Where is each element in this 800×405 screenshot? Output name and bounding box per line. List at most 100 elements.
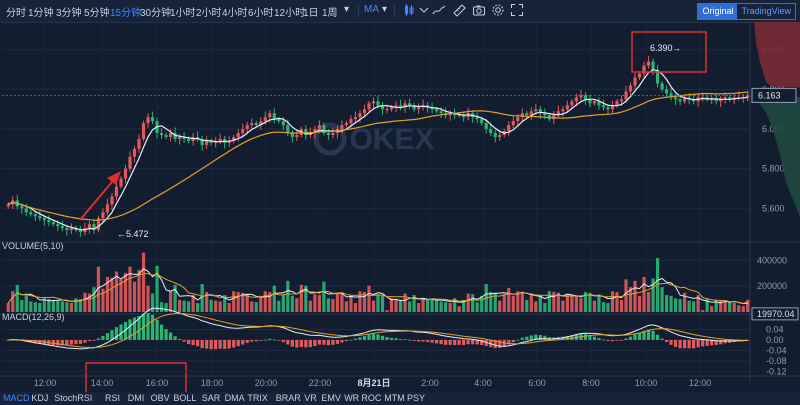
indicator-tab-roc[interactable]: ROC [361,393,382,403]
indicator-select[interactable]: MA [364,4,379,15]
macd-bar [295,339,299,348]
volume-bar [714,299,718,312]
candle-body [385,109,389,111]
macd-bar [421,339,425,342]
volume-bar [178,299,182,312]
chevron-down-icon[interactable] [417,3,431,17]
volume-bar [92,287,96,312]
macd-bar [651,330,655,340]
volume-bar [349,295,353,312]
macd-bar [637,332,642,340]
macd-bar [683,339,687,349]
volume-bar [340,293,344,312]
ruler-icon[interactable] [452,3,466,17]
indicator-tab-dma[interactable]: DMA [224,393,245,403]
macd-bar [583,334,588,340]
candle-body [674,97,678,100]
time-tick-label: 14:00 [91,378,114,388]
indicator-tab-trix[interactable]: TRIX [247,393,268,403]
macd-bar [92,339,96,341]
indicator-tab-sar[interactable]: SAR [201,393,221,403]
indicator-tab-emv[interactable]: EMV [321,393,341,403]
macd-bar [146,312,150,340]
macd-bar [335,339,340,344]
candle-body [128,156,132,169]
mode-original-button[interactable]: Original [698,4,738,19]
interval-11[interactable]: 1日 [303,8,319,19]
volume-bar [146,285,150,312]
macd-bar [65,339,69,346]
interval-10[interactable]: 12小时 [274,8,306,19]
candle-body [583,95,588,100]
macd-bar [123,322,128,340]
macd-bar [105,333,110,340]
volume-bar [426,299,430,312]
macd-bar [349,339,353,341]
interval-8[interactable]: 4小时 [222,8,248,19]
indicator-tab-mtm[interactable]: MTM [384,393,405,403]
candle-body [119,178,123,187]
candle-body [182,136,186,139]
candle-body [601,105,606,108]
more-intervals-chevron-icon[interactable]: ▾ [344,4,350,15]
volume-tick-label: 200000 [757,281,787,291]
chart-area[interactable]: 5.6005.8006.0006.2006.40012:0014:0016:00… [0,22,800,392]
interval-7[interactable]: 2小时 [196,8,222,19]
fullscreen-icon[interactable] [510,3,524,17]
candle-body [525,113,529,116]
candle-body [263,117,267,122]
candle-body [543,113,547,116]
indicator-tab-rsi[interactable]: RSI [105,393,121,403]
candle-body [746,95,750,98]
candle-body [209,140,213,143]
interval-12[interactable]: 1周 [322,8,338,19]
interval-1[interactable]: 1分钟 [28,8,54,19]
volume-bar [101,288,105,312]
interval-3[interactable]: 5分钟 [84,8,110,19]
volume-bar [290,295,294,312]
candle-body [714,99,718,102]
camera-icon[interactable] [472,3,486,17]
volume-bar [326,298,330,312]
interval-2[interactable]: 3分钟 [56,8,82,19]
macd-bar [416,339,421,342]
indicator-tab-psy[interactable]: PSY [407,393,426,403]
macd-bar [615,339,619,341]
indicator-tab-dmi[interactable]: DMI [127,393,145,403]
candle-body [651,61,655,70]
candle-body [178,136,182,139]
indicator-tab-vr[interactable]: VR [304,393,317,403]
indicator-tab-obv[interactable]: OBV [150,393,170,403]
volume-bar [583,291,588,312]
mode-tradingview-button[interactable]: TradingView [741,6,791,16]
indicator-chevron-icon[interactable]: ▾ [382,4,388,15]
volume-bar [232,291,236,312]
macd-bar [719,339,723,345]
time-tick-label: 20:00 [255,378,278,388]
macd-bar [241,339,245,345]
interval-9[interactable]: 6小时 [248,8,274,19]
indicator-tab-macd[interactable]: MACD [3,393,30,403]
interval-5[interactable]: 30分钟 [140,8,172,19]
candle-body [628,85,633,92]
volume-bar [353,302,358,312]
line-draw-icon[interactable] [432,3,446,17]
indicator-tab-wr[interactable]: WR [344,393,360,403]
macd-bar [570,335,574,340]
macd-bar [380,335,385,340]
candle-type-icon[interactable] [402,3,416,17]
candle-body [439,111,443,114]
interval-4[interactable]: 15分钟 [110,8,142,19]
indicator-tab-brar[interactable]: BRAR [275,393,301,403]
interval-0[interactable]: 分时 [6,8,26,19]
indicator-tab-kdj[interactable]: KDJ [31,393,49,403]
indicator-tab-stochrsi[interactable]: StochRSI [54,393,93,403]
macd-bar [227,339,231,349]
chart-mode-switch: Original TradingView [697,3,796,20]
macd-bar [565,336,569,340]
indicator-tab-boll[interactable]: BOLL [173,393,197,403]
interval-6[interactable]: 1小时 [170,8,196,19]
settings-gear-icon[interactable] [491,3,505,17]
macd-bar [56,339,60,346]
macd-bar [520,337,524,340]
